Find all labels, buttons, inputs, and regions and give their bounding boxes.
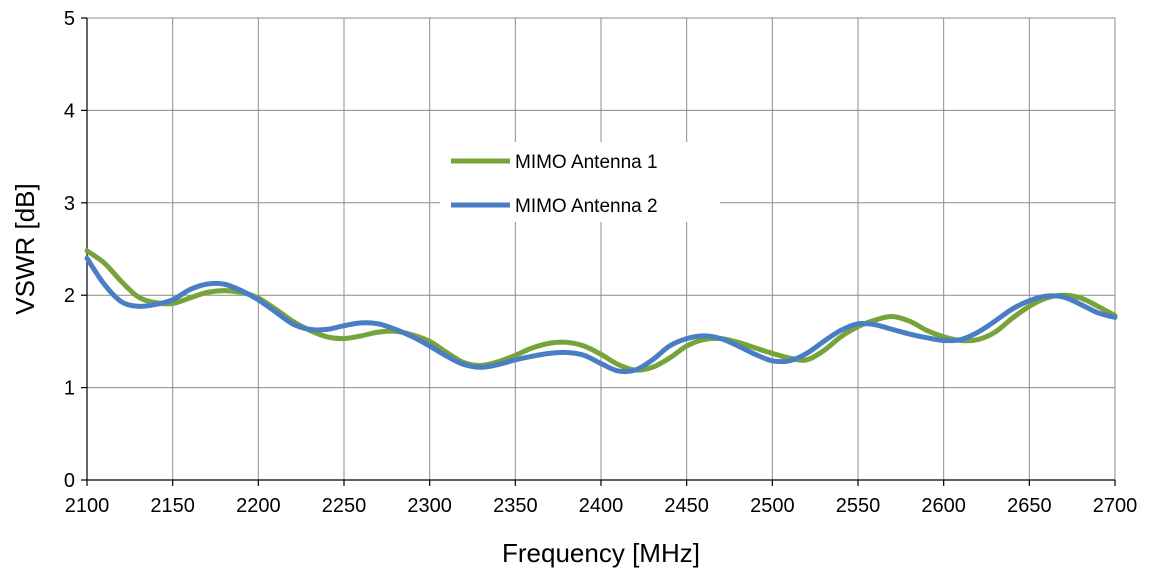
legend-background [440, 142, 720, 222]
x-tick-label-2650: 2650 [1007, 495, 1052, 517]
y-tick-label-0: 0 [64, 470, 75, 492]
legend-label-mimo-antenna-2: MIMO Antenna 2 [515, 196, 658, 217]
x-tick-label-2400: 2400 [579, 495, 624, 517]
x-tick-label-2700: 2700 [1093, 495, 1138, 517]
x-tick-label-2350: 2350 [493, 495, 538, 517]
series-line-mimo-antenna-2 [84, 255, 1118, 375]
legend: MIMO Antenna 1 MIMO Antenna 2 [440, 142, 720, 222]
x-tick-labels: 2100 2150 2200 2250 2300 2350 2400 2450 2500 2550… [65, 495, 1138, 517]
x-tick-label-2250: 2250 [322, 495, 367, 517]
y-tick-label-3: 3 [64, 193, 75, 215]
legend-label-mimo-antenna-1: MIMO Antenna 1 [515, 152, 658, 173]
y-tick-label-1: 1 [64, 378, 75, 400]
x-tick-label-2150: 2150 [150, 495, 195, 517]
series-layer [84, 248, 1118, 375]
y-tick-labels: 0 1 2 3 4 5 [64, 8, 75, 492]
x-tick-label-2550: 2550 [836, 495, 881, 517]
x-tick-label-2450: 2450 [664, 495, 709, 517]
y-tick-label-4: 4 [64, 100, 75, 122]
x-tick-label-2600: 2600 [921, 495, 966, 517]
y-tick-label-5: 5 [64, 8, 75, 30]
x-tick-label-2300: 2300 [407, 495, 452, 517]
y-axis-title: VSWR [dB] [10, 183, 40, 314]
x-tick-label-2500: 2500 [750, 495, 795, 517]
x-tick-label-2200: 2200 [236, 495, 281, 517]
x-axis-title: Frequency [MHz] [502, 538, 700, 568]
x-tick-label-2100: 2100 [65, 495, 110, 517]
y-tick-label-2: 2 [64, 285, 75, 307]
